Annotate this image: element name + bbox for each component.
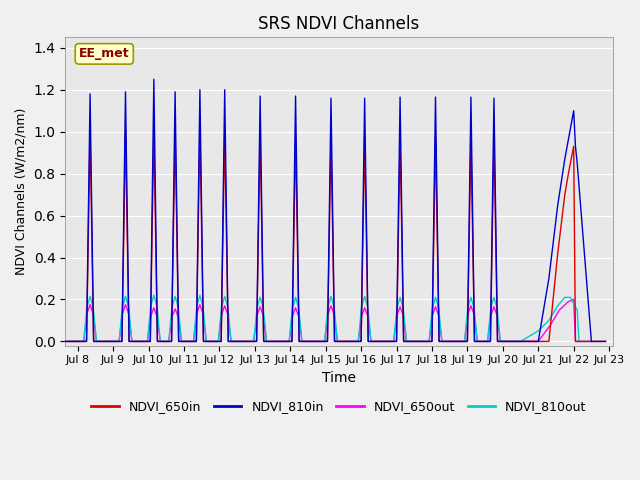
NDVI_650out (122, 302, 129, 308)
NDVI_810out (214, 338, 222, 344)
NDVI_810out (193, 304, 200, 310)
Legend: NDVI_650in, NDVI_810in, NDVI_650out, NDVI_810out: NDVI_650in, NDVI_810in, NDVI_650out, NDV… (86, 395, 591, 418)
NDVI_650in (295, 338, 303, 344)
NDVI_650out (588, 338, 595, 344)
NDVI_650out (460, 338, 468, 344)
NDVI_650in (61, 338, 69, 344)
NDVI_810out (61, 338, 69, 344)
NDVI_810in (602, 338, 609, 344)
NDVI_650out (572, 338, 579, 344)
NDVI_650in (196, 122, 204, 128)
NDVI_810out (115, 338, 123, 344)
NDVI_810out (327, 293, 335, 299)
NDVI_810out (390, 338, 397, 344)
Line: NDVI_810out: NDVI_810out (65, 295, 591, 341)
Line: NDVI_650in: NDVI_650in (65, 125, 605, 341)
NDVI_810in (175, 338, 183, 344)
NDVI_650in (200, 338, 207, 344)
NDVI_810in (150, 76, 157, 82)
NDVI_650in (602, 338, 609, 344)
NDVI_810in (486, 338, 494, 344)
Line: NDVI_650out: NDVI_650out (65, 300, 591, 341)
Line: NDVI_810in: NDVI_810in (65, 79, 605, 341)
NDVI_650in (175, 338, 182, 344)
NDVI_650out (285, 338, 292, 344)
NDVI_810in (61, 338, 69, 344)
NDVI_650in (470, 338, 478, 344)
X-axis label: Time: Time (322, 371, 356, 385)
Text: EE_met: EE_met (79, 48, 129, 60)
NDVI_810out (324, 305, 332, 311)
NDVI_810in (200, 338, 207, 344)
NDVI_650in (486, 338, 494, 344)
NDVI_650in (193, 338, 200, 344)
Y-axis label: NDVI Channels (W/m2/nm): NDVI Channels (W/m2/nm) (15, 108, 28, 275)
NDVI_650out (570, 297, 577, 302)
NDVI_810in (470, 338, 478, 344)
NDVI_650out (61, 338, 69, 344)
NDVI_810in (196, 87, 204, 93)
Title: SRS NDVI Channels: SRS NDVI Channels (259, 15, 420, 33)
NDVI_810in (295, 338, 303, 344)
NDVI_810out (150, 292, 157, 298)
NDVI_810out (588, 338, 595, 344)
NDVI_650out (147, 313, 154, 319)
NDVI_650out (483, 338, 491, 344)
